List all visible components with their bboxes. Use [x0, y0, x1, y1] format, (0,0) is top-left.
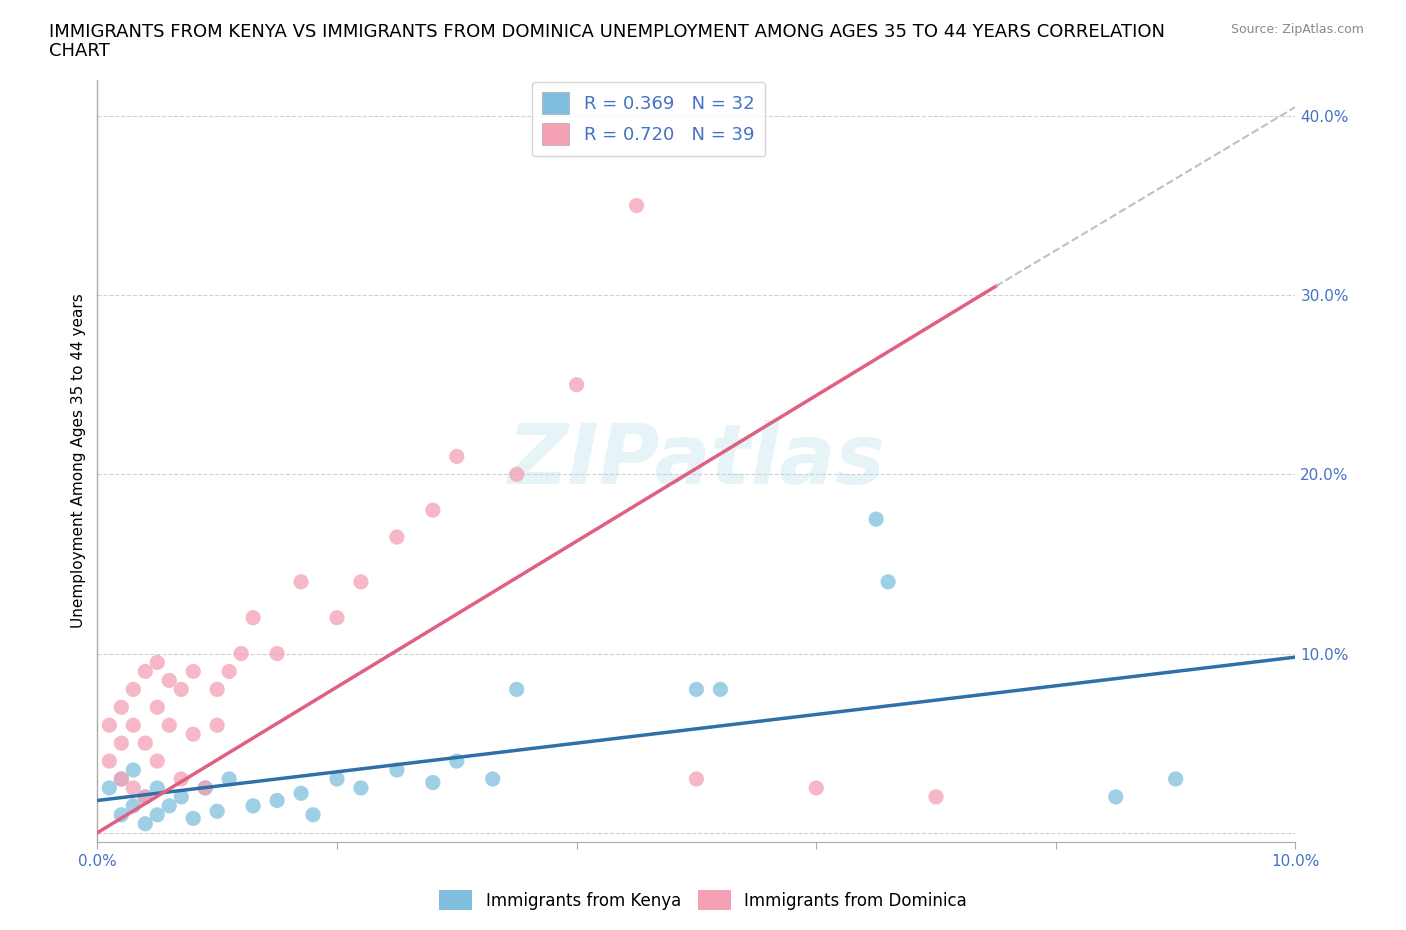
Point	[685, 682, 707, 697]
Point	[98, 780, 121, 795]
Point	[205, 718, 228, 733]
Point	[626, 198, 648, 213]
Point	[1105, 790, 1128, 804]
Point	[146, 753, 169, 768]
Point	[685, 772, 707, 787]
Point	[242, 610, 264, 625]
Point	[229, 646, 252, 661]
Point	[290, 786, 312, 801]
Point	[266, 793, 288, 808]
Point	[134, 817, 156, 831]
Point	[122, 799, 145, 814]
Point	[122, 780, 145, 795]
Point	[194, 780, 217, 795]
Text: ZIPatlas: ZIPatlas	[508, 420, 886, 501]
Point	[205, 804, 228, 818]
Point	[157, 718, 180, 733]
Point	[505, 682, 527, 697]
Text: IMMIGRANTS FROM KENYA VS IMMIGRANTS FROM DOMINICA UNEMPLOYMENT AMONG AGES 35 TO : IMMIGRANTS FROM KENYA VS IMMIGRANTS FROM…	[49, 23, 1166, 41]
Legend: R = 0.369   N = 32, R = 0.720   N = 39: R = 0.369 N = 32, R = 0.720 N = 39	[531, 82, 765, 156]
Point	[302, 807, 325, 822]
Point	[181, 811, 204, 826]
Point	[170, 790, 193, 804]
Point	[422, 503, 444, 518]
Point	[218, 664, 240, 679]
Point	[385, 529, 408, 544]
Point	[877, 575, 900, 590]
Point	[170, 772, 193, 787]
Point	[218, 772, 240, 787]
Point	[481, 772, 503, 787]
Point	[205, 682, 228, 697]
Text: Source: ZipAtlas.com: Source: ZipAtlas.com	[1230, 23, 1364, 36]
Point	[110, 807, 132, 822]
Point	[242, 799, 264, 814]
Point	[122, 763, 145, 777]
Point	[181, 664, 204, 679]
Point	[98, 718, 121, 733]
Point	[122, 682, 145, 697]
Point	[505, 467, 527, 482]
Point	[134, 664, 156, 679]
Point	[350, 780, 373, 795]
Point	[110, 736, 132, 751]
Point	[326, 772, 349, 787]
Point	[181, 726, 204, 741]
Point	[157, 799, 180, 814]
Point	[110, 700, 132, 715]
Point	[865, 512, 887, 526]
Y-axis label: Unemployment Among Ages 35 to 44 years: Unemployment Among Ages 35 to 44 years	[72, 294, 86, 629]
Point	[709, 682, 731, 697]
Point	[146, 700, 169, 715]
Point	[122, 718, 145, 733]
Point	[98, 753, 121, 768]
Point	[146, 780, 169, 795]
Point	[446, 753, 468, 768]
Point	[134, 790, 156, 804]
Point	[446, 449, 468, 464]
Point	[266, 646, 288, 661]
Point	[157, 673, 180, 688]
Point	[146, 807, 169, 822]
Point	[290, 575, 312, 590]
Point	[134, 790, 156, 804]
Point	[194, 780, 217, 795]
Point	[146, 655, 169, 670]
Point	[326, 610, 349, 625]
Point	[806, 780, 828, 795]
Point	[925, 790, 948, 804]
Point	[170, 682, 193, 697]
Point	[110, 772, 132, 787]
Legend: Immigrants from Kenya, Immigrants from Dominica: Immigrants from Kenya, Immigrants from D…	[432, 884, 974, 917]
Point	[134, 736, 156, 751]
Point	[385, 763, 408, 777]
Point	[565, 378, 588, 392]
Point	[422, 775, 444, 790]
Point	[1164, 772, 1187, 787]
Point	[110, 772, 132, 787]
Text: CHART: CHART	[49, 42, 110, 60]
Point	[350, 575, 373, 590]
